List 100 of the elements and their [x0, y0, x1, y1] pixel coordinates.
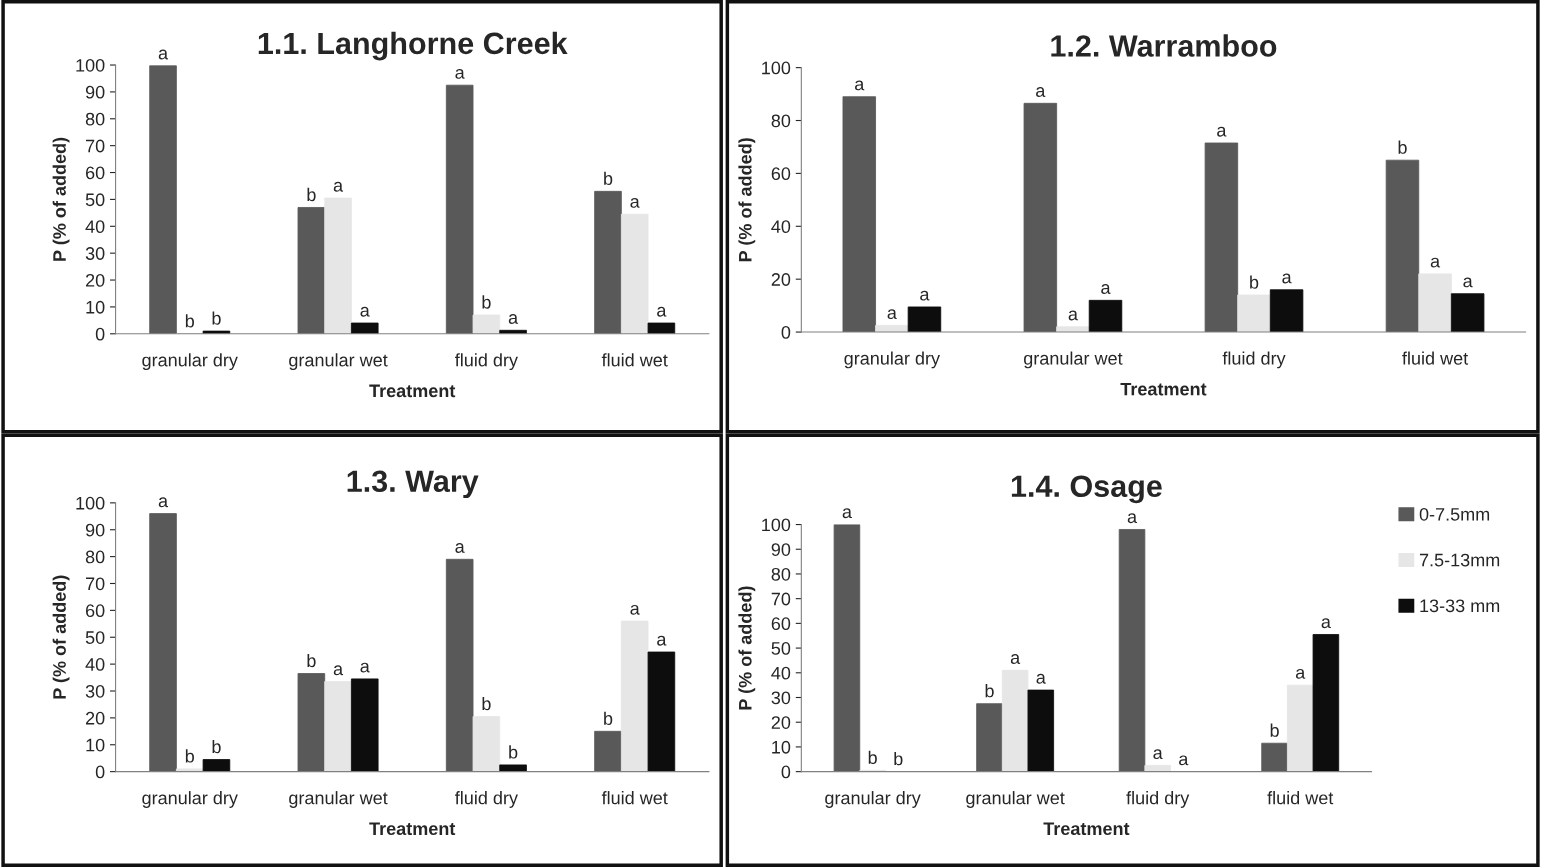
chart-title: 1.4. Osage [1011, 475, 1162, 504]
data-label: a [1068, 310, 1078, 321]
y-tick-label: 0 [95, 327, 105, 341]
data-label: a [657, 635, 667, 646]
y-axis-title: P (% of added) [738, 586, 756, 710]
y-tick-label: 50 [771, 642, 791, 655]
data-label: a [855, 80, 865, 91]
chart-title: 1.3. Wary [347, 470, 479, 499]
y-tick-label: 60 [85, 166, 105, 180]
data-label: a [508, 314, 519, 324]
data-label: b [604, 171, 613, 185]
y-tick-label: 80 [771, 567, 791, 581]
y-tick-label: 30 [771, 691, 791, 705]
data-label: a [1036, 673, 1046, 684]
y-tick-label: 30 [85, 247, 105, 260]
y-tick-label: 40 [85, 220, 105, 234]
data-label: a [887, 309, 897, 320]
y-tick-label: 50 [85, 193, 105, 207]
data-label: a [1463, 277, 1473, 288]
y-tick-label: 60 [85, 604, 105, 618]
data-label: a [333, 181, 344, 192]
x-tick-label: fluid dry [455, 353, 518, 371]
y-tick-label: 90 [85, 85, 105, 99]
x-tick-label: granular wet [289, 353, 388, 371]
y-tick-label: 40 [771, 220, 791, 234]
data-label: b [868, 750, 877, 765]
data-label: b [307, 187, 316, 202]
x-tick-label: fluid wet [601, 353, 668, 367]
y-tick-label: 20 [85, 273, 105, 287]
data-label: a [1010, 654, 1021, 664]
data-label: a [630, 604, 640, 615]
y-tick-label: 100 [76, 496, 105, 510]
data-label: a [158, 497, 169, 508]
data-label: b [212, 739, 221, 754]
x-tick-label: granular dry [142, 791, 238, 808]
y-tick-label: 50 [85, 631, 105, 644]
x-axis-title: Treatment [1120, 382, 1207, 396]
y-tick-label: 20 [85, 711, 105, 725]
x-tick-label: granular dry [844, 351, 940, 369]
y-tick-label: 70 [771, 592, 791, 606]
data-label: b [985, 684, 994, 698]
y-tick-label: 10 [772, 740, 791, 754]
data-label: a [1036, 87, 1046, 97]
data-label: a [1127, 513, 1138, 524]
data-label: a [1321, 618, 1331, 629]
data-label: b [185, 314, 194, 328]
legend-label: 0-7.5mm [1419, 507, 1490, 521]
y-tick-label: 90 [771, 543, 791, 556]
y-axis-title: P (% of added) [738, 138, 756, 262]
data-label: b [604, 711, 613, 725]
y-tick-label: 100 [762, 518, 791, 532]
x-axis-title: Treatment [1043, 822, 1130, 836]
data-label: a [657, 306, 667, 317]
data-label: a [1101, 284, 1111, 294]
x-tick-label: fluid dry [455, 791, 518, 808]
y-axis-title: P (% of added) [52, 575, 70, 699]
x-tick-label: fluid wet [601, 791, 668, 805]
data-label: b [307, 653, 316, 668]
data-label: a [360, 306, 370, 317]
data-label: a [1217, 126, 1227, 137]
y-tick-label: 70 [86, 577, 105, 591]
data-label: b [482, 295, 491, 309]
data-label: a [455, 543, 465, 553]
x-tick-label: granular dry [142, 353, 238, 371]
data-label: a [1295, 668, 1306, 679]
y-tick-label: 0 [781, 765, 791, 779]
data-label: b [1398, 140, 1407, 154]
y-tick-label: 10 [86, 300, 105, 314]
data-label: b [1250, 275, 1259, 289]
chart-title: 1.2. Warramboo [1051, 34, 1277, 57]
data-label: b [1270, 723, 1279, 737]
x-tick-label: granular wet [1024, 351, 1123, 369]
y-tick-label: 80 [85, 550, 105, 564]
x-tick-label: fluid dry [1222, 351, 1286, 369]
x-tick-label: granular dry [825, 791, 921, 808]
data-label: a [842, 508, 852, 519]
y-tick-label: 20 [771, 273, 791, 286]
legend-label: 7.5-13mm [1419, 553, 1500, 567]
x-tick-label: granular wet [966, 791, 1065, 808]
y-tick-label: 30 [85, 684, 105, 698]
data-label: b [509, 745, 518, 759]
data-label: a [1179, 755, 1189, 766]
y-tick-label: 90 [85, 523, 105, 537]
y-tick-label: 60 [771, 167, 791, 181]
x-tick-label: fluid dry [1126, 791, 1190, 808]
y-tick-label: 0 [781, 326, 791, 339]
x-axis-title: Treatment [369, 822, 456, 836]
y-tick-label: 40 [771, 666, 791, 680]
data-label: a [1153, 749, 1163, 760]
data-label: a [1430, 257, 1441, 268]
y-tick-label: 40 [85, 658, 105, 671]
data-label: b [482, 696, 491, 711]
data-label: a [630, 197, 640, 208]
x-tick-label: fluid wet [1402, 351, 1469, 365]
data-label: b [212, 311, 221, 325]
y-tick-label: 80 [85, 112, 105, 126]
y-axis-title: P (% of added) [52, 137, 70, 261]
x-tick-label: granular wet [289, 791, 388, 808]
data-label: b [894, 752, 903, 766]
y-tick-label: 70 [86, 139, 105, 153]
